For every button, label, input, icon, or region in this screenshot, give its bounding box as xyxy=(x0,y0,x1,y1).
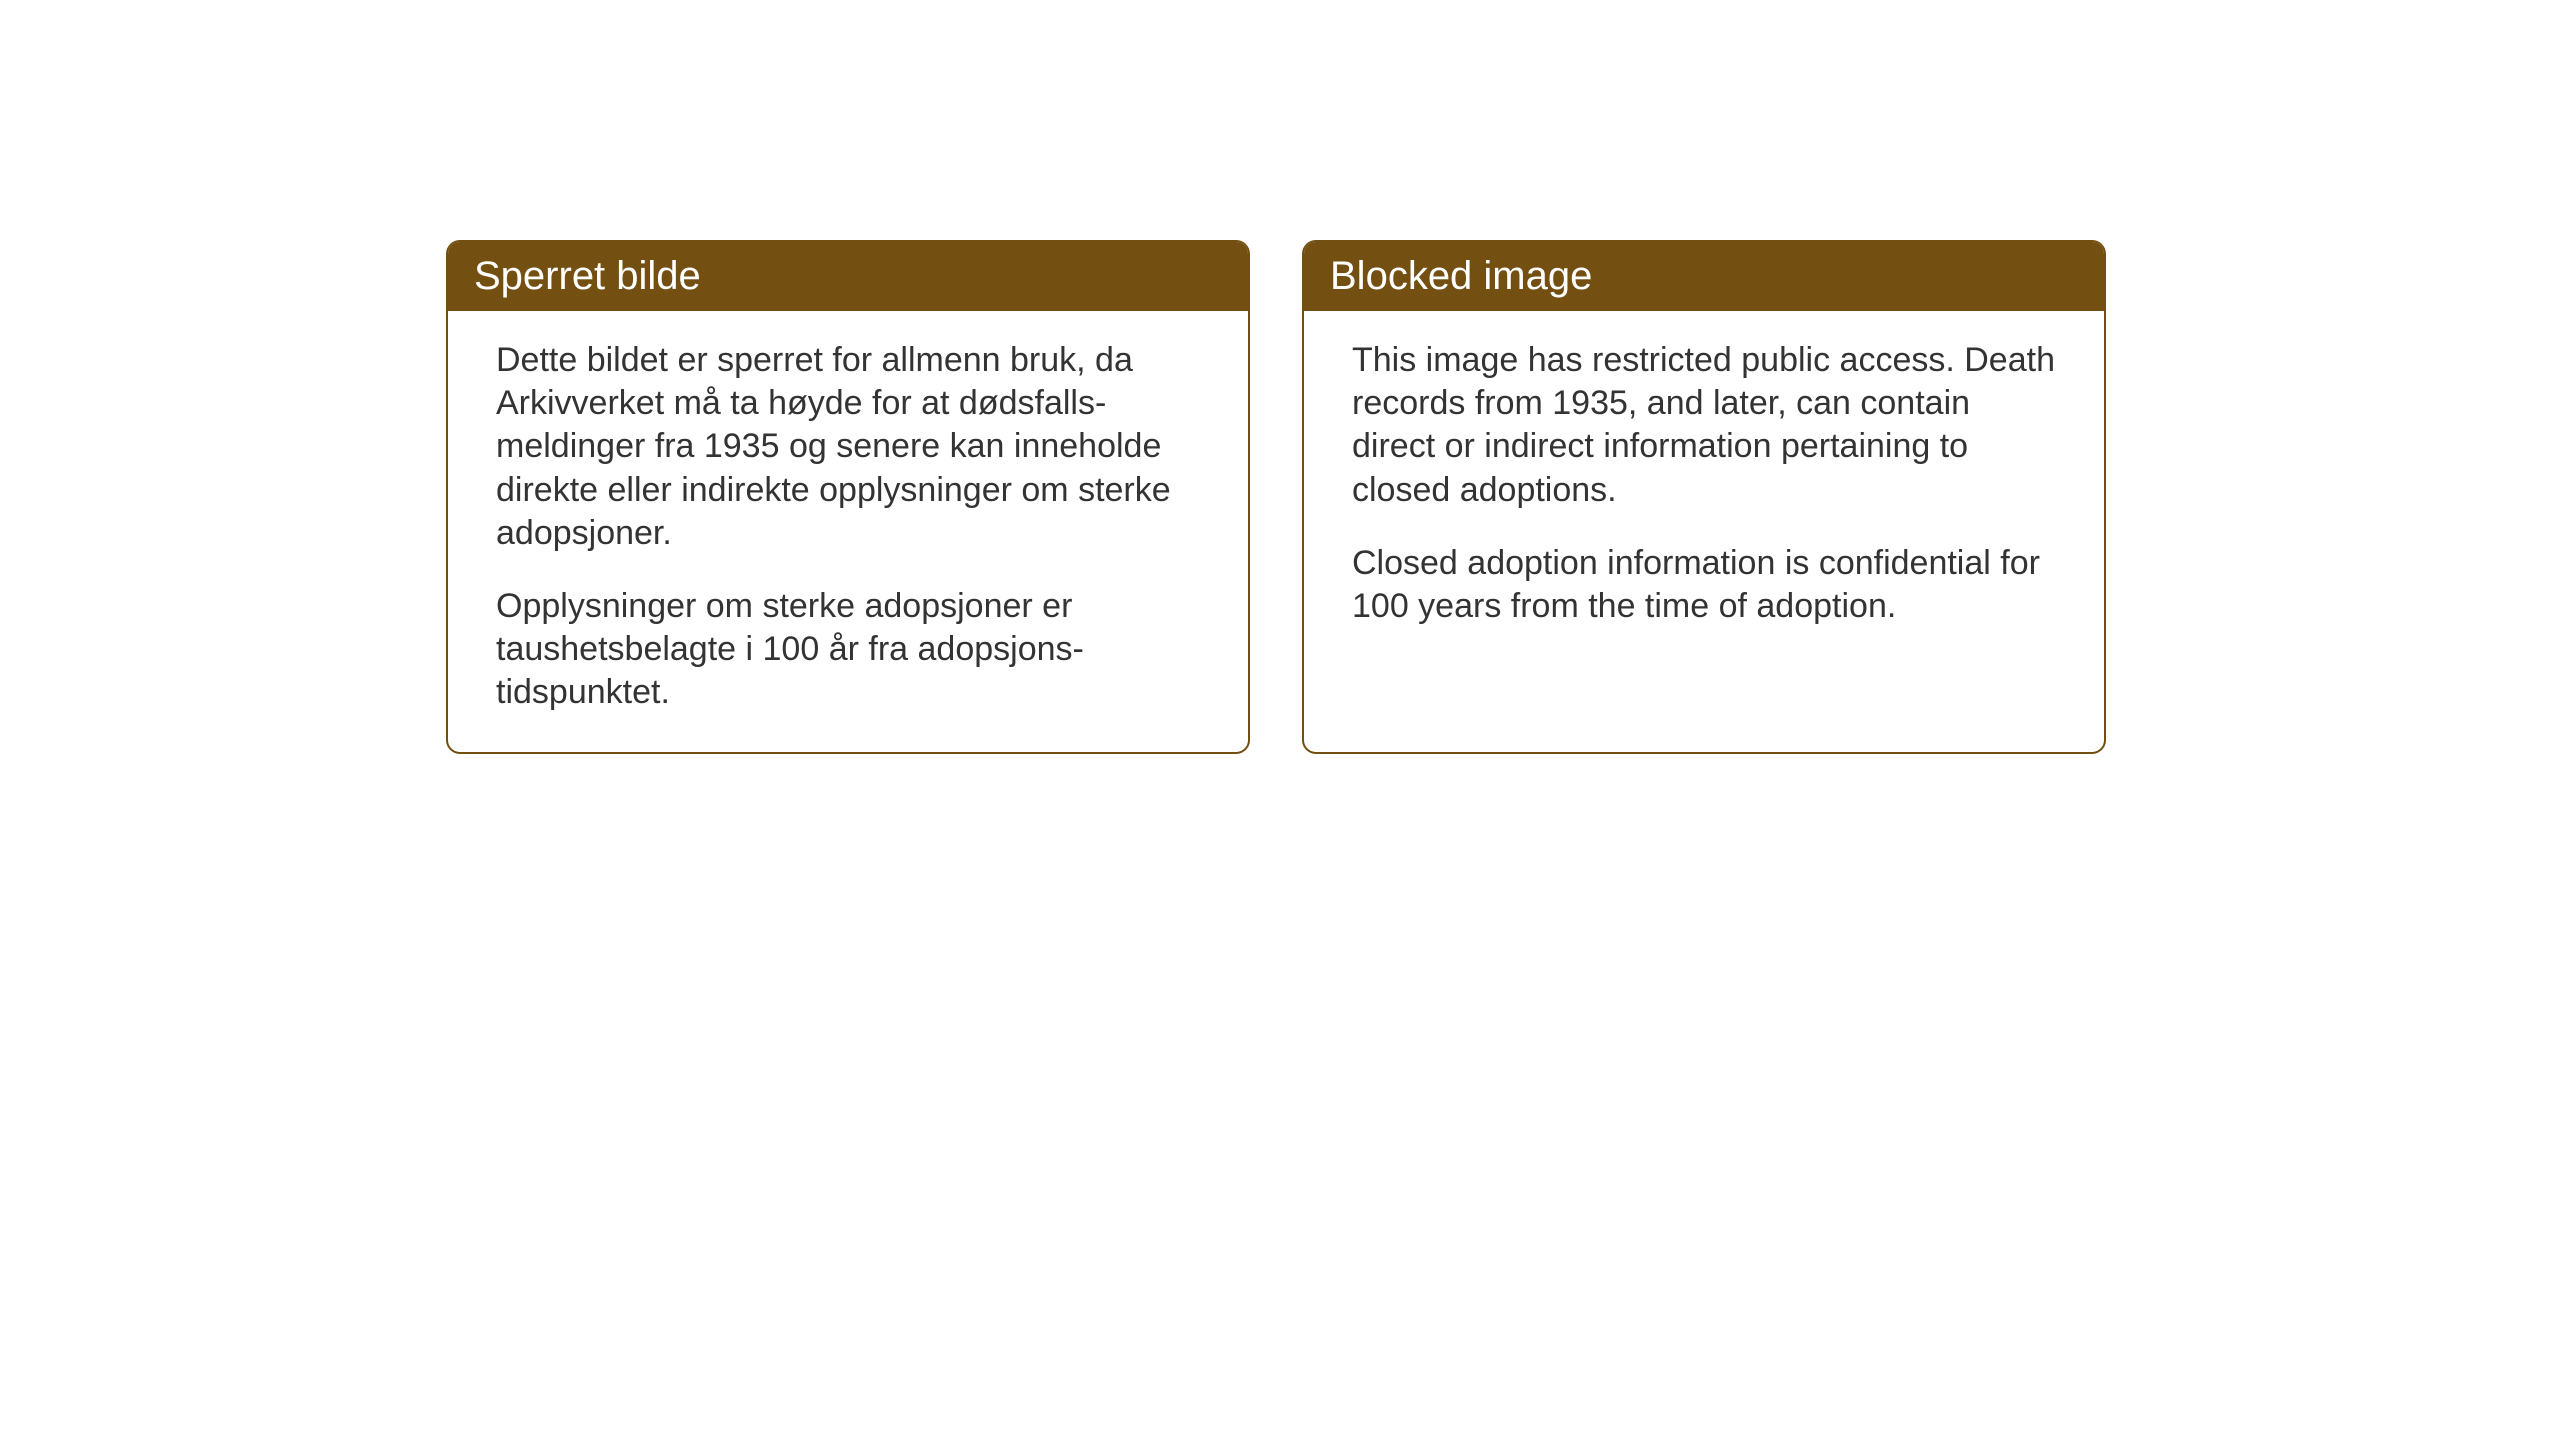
notice-body-english: This image has restricted public access.… xyxy=(1304,311,2104,666)
notice-paragraph: This image has restricted public access.… xyxy=(1352,339,2056,512)
notice-body-norwegian: Dette bildet er sperret for allmenn bruk… xyxy=(448,311,1248,752)
notice-header-norwegian: Sperret bilde xyxy=(448,242,1248,311)
notice-paragraph: Dette bildet er sperret for allmenn bruk… xyxy=(496,339,1200,555)
notice-box-norwegian: Sperret bilde Dette bildet er sperret fo… xyxy=(446,240,1250,754)
notice-paragraph: Closed adoption information is confident… xyxy=(1352,542,2056,628)
notice-paragraph: Opplysninger om sterke adopsjoner er tau… xyxy=(496,585,1200,715)
notice-box-english: Blocked image This image has restricted … xyxy=(1302,240,2106,754)
notice-container: Sperret bilde Dette bildet er sperret fo… xyxy=(446,240,2106,754)
notice-header-english: Blocked image xyxy=(1304,242,2104,311)
